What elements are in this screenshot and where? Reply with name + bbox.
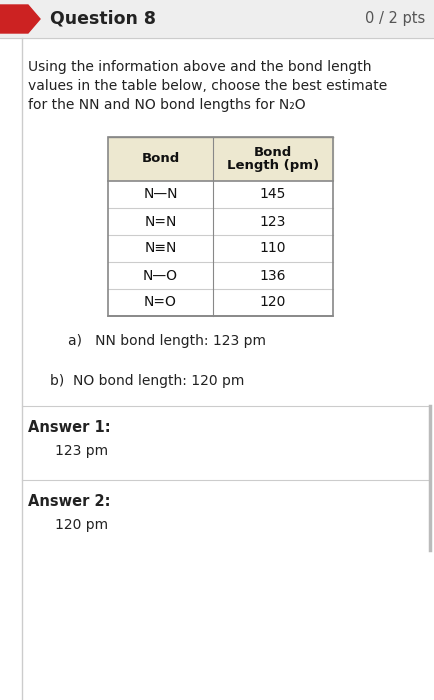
Text: N≡N: N≡N [145,241,177,255]
Text: b)  NO bond length: 120 pm: b) NO bond length: 120 pm [50,374,244,388]
Text: 145: 145 [260,188,286,202]
Text: for the NN and NO bond lengths for N₂O: for the NN and NO bond lengths for N₂O [28,98,306,112]
Text: N=N: N=N [145,214,177,228]
Text: Bond: Bond [141,153,180,165]
Polygon shape [0,5,40,33]
Text: 0 / 2 pts: 0 / 2 pts [365,11,425,27]
Bar [0,0,434,38]
Bar [108,137,333,316]
Text: 123: 123 [260,214,286,228]
Bar [108,262,333,289]
Bar [108,181,333,208]
Text: a)   NN bond length: 123 pm: a) NN bond length: 123 pm [68,334,266,348]
Text: Answer 1:: Answer 1: [28,420,111,435]
Text: Bond: Bond [254,146,292,158]
Text: N—O: N—O [143,269,178,283]
Bar [108,289,333,316]
Text: 110: 110 [260,241,286,255]
Text: N=O: N=O [144,295,177,309]
Text: values in the table below, choose the best estimate: values in the table below, choose the be… [28,79,387,93]
Text: Answer 2:: Answer 2: [28,494,111,509]
Text: 120: 120 [260,295,286,309]
Text: Using the information above and the bond length: Using the information above and the bond… [28,60,372,74]
Text: Question 8: Question 8 [50,10,156,28]
Bar [108,208,333,235]
Bar [108,137,333,181]
Text: 120 pm: 120 pm [55,518,108,532]
Text: 123 pm: 123 pm [55,444,108,458]
Text: N—N: N—N [143,188,178,202]
Bar [108,235,333,262]
Text: Length (pm): Length (pm) [227,160,319,172]
Text: 136: 136 [260,269,286,283]
